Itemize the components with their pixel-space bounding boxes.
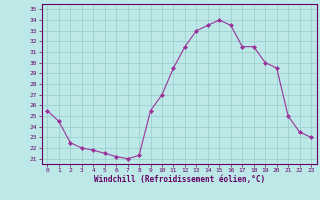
X-axis label: Windchill (Refroidissement éolien,°C): Windchill (Refroidissement éolien,°C) bbox=[94, 175, 265, 184]
